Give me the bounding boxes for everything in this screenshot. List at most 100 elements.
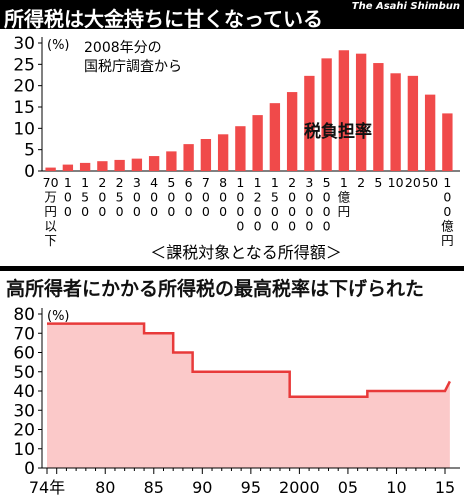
x-tick-label: 0 xyxy=(133,204,141,219)
x-tick-label: 0 xyxy=(305,219,313,234)
bar xyxy=(269,103,281,171)
x-tick-label: 1 xyxy=(271,175,279,190)
x-tick-label: 5 xyxy=(81,190,89,205)
x-tick-label: 15 xyxy=(435,478,455,497)
x-tick-label: 0 xyxy=(236,204,244,219)
rate-line xyxy=(47,322,451,399)
bar xyxy=(45,167,56,171)
y-tick-label: 60 xyxy=(13,344,35,364)
x-tick-label: 0 xyxy=(202,204,210,219)
x-tick-label: 5 xyxy=(116,190,124,205)
x-tick-label: 0 xyxy=(254,219,262,234)
x-tick-label: 5 xyxy=(323,175,331,190)
x-tick-label: 3 xyxy=(305,175,313,190)
x-tick-label: 50 xyxy=(422,175,438,190)
x-tick-label: 0 xyxy=(98,204,106,219)
x-tick-label: 7 xyxy=(202,175,210,190)
bar xyxy=(62,164,74,171)
y-tick-label: 10 xyxy=(13,440,35,460)
y-tick-label: 50 xyxy=(13,363,35,383)
x-tick-label: 20 xyxy=(405,175,421,190)
bar xyxy=(390,73,401,171)
y-tick-label: 0 xyxy=(24,162,35,182)
x-tick-label: 1 xyxy=(64,175,72,190)
x-tick-label: 5 xyxy=(167,175,175,190)
bar xyxy=(355,53,367,171)
source-note: 国税庁調査から xyxy=(84,59,182,75)
x-tick-label: 円 xyxy=(441,233,454,248)
y-tick-label: 0 xyxy=(24,459,35,479)
y-tick-label: 25 xyxy=(13,55,35,75)
x-tick-label: 万 xyxy=(44,190,57,205)
y-tick-label: 30 xyxy=(13,401,35,421)
x-tick-label: 3 xyxy=(133,175,141,190)
x-tick-label: 0 xyxy=(288,190,296,205)
bar xyxy=(183,144,194,171)
x-tick-label: 2 xyxy=(357,175,365,190)
x-tick-label: 10 xyxy=(386,478,406,497)
x-tick-label: 0 xyxy=(185,190,193,205)
rate-area xyxy=(47,323,450,468)
chart2-title: 高所得者にかかる所得税の最高税率は下げられた xyxy=(6,278,425,300)
bar xyxy=(235,126,246,171)
x-tick-label: 80 xyxy=(95,478,115,497)
x-tick-label: 74年 xyxy=(29,478,65,497)
x-tick-label: 円 xyxy=(44,204,57,219)
source-note: 2008年分の xyxy=(84,40,162,56)
x-tick-label: 0 xyxy=(185,204,193,219)
x-tick-label: 2 xyxy=(116,175,124,190)
bar xyxy=(442,113,453,171)
x-tick-label: 4 xyxy=(150,175,158,190)
x-tick-label: 0 xyxy=(150,204,158,219)
x-tick-label: 0 xyxy=(305,190,313,205)
x-tick-label: 0 xyxy=(271,204,279,219)
x-tick-label: 1 xyxy=(254,175,262,190)
x-tick-label: 円 xyxy=(338,204,351,219)
chart2-header xyxy=(0,266,464,271)
bar xyxy=(97,161,108,171)
x-tick-label: 0 xyxy=(271,219,279,234)
bar xyxy=(114,159,125,171)
bar xyxy=(424,94,436,171)
x-tick-label: 8 xyxy=(219,175,227,190)
x-tick-label: 0 xyxy=(98,190,106,205)
bar xyxy=(131,158,143,171)
x-tick-label: 0 xyxy=(219,204,227,219)
bar xyxy=(407,75,419,171)
x-tick-label: 70 xyxy=(43,175,59,190)
x-tick-label: 05 xyxy=(338,478,358,497)
x-tick-label: 90 xyxy=(192,478,212,497)
bar xyxy=(304,75,315,171)
x-tick-label: 5 xyxy=(271,190,279,205)
x-tick-label: 0 xyxy=(202,190,210,205)
x-tick-label: 億 xyxy=(338,190,351,205)
x-tick-label: 0 xyxy=(288,204,296,219)
bar xyxy=(286,92,298,171)
x-tick-label: 0 xyxy=(150,190,158,205)
bar xyxy=(200,139,212,171)
y-tick-label: 10 xyxy=(13,119,35,139)
bar xyxy=(252,115,263,171)
x-tick-label: 0 xyxy=(443,204,451,219)
chart1-header xyxy=(0,0,464,29)
x-tick-label: 1 xyxy=(236,175,244,190)
y-tick-label: 5 xyxy=(24,141,35,161)
y-tick-label: 30 xyxy=(13,34,35,54)
y-tick-label: 15 xyxy=(13,98,35,118)
x-tick-label: 0 xyxy=(323,190,331,205)
chart1-title: 所得税は大金持ちに甘くなっている xyxy=(4,7,323,31)
y-tick-label: 40 xyxy=(13,382,35,402)
unit-label: (%) xyxy=(47,309,70,324)
bar xyxy=(373,63,384,172)
x-tick-label: 0 xyxy=(323,204,331,219)
x-tick-label: 2 xyxy=(98,175,106,190)
y-tick-label: 70 xyxy=(13,324,35,344)
series-label: 税負担率 xyxy=(304,121,372,142)
x-tick-label: 億 xyxy=(441,219,454,234)
unit-label: (%) xyxy=(47,38,70,53)
y-tick-label: 80 xyxy=(13,305,35,325)
x-tick-label: 0 xyxy=(64,204,72,219)
x-tick-label: 0 xyxy=(167,204,175,219)
x-tick-label: 95 xyxy=(241,478,261,497)
